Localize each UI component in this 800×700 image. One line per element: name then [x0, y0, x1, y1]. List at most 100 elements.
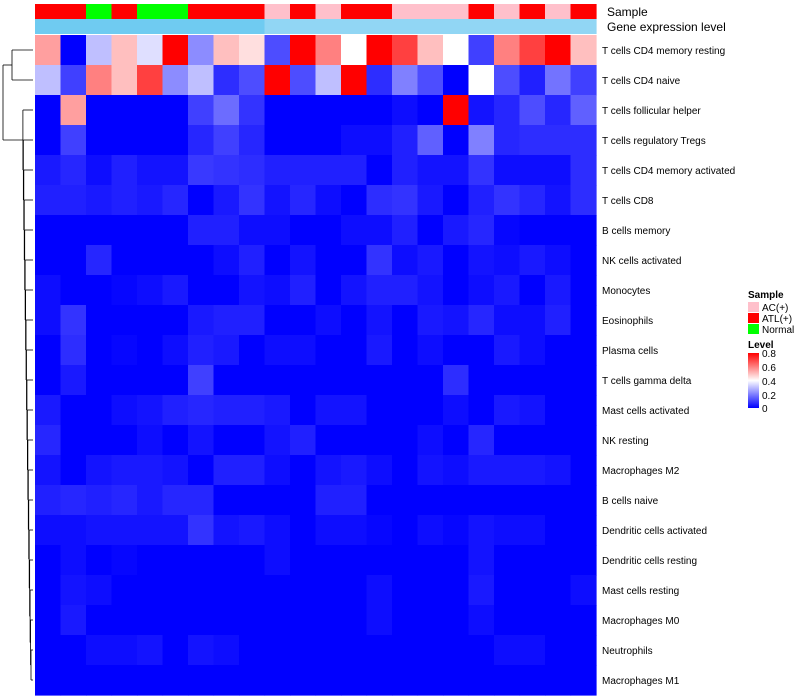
heatmap-cell-r17-c14	[366, 515, 393, 546]
heatmap-cell-r8-c16	[417, 245, 444, 276]
heatmap-cell-r2-c13	[341, 65, 368, 96]
heatmap-cell-r16-c8	[213, 485, 240, 516]
heatmap-cell-r16-c7	[188, 485, 215, 516]
heatmap-cell-r17-c15	[392, 515, 419, 546]
sample-annotation-cell-13	[341, 4, 368, 19]
gene-expression-annotation-cell-18	[468, 19, 495, 34]
heatmap-cell-r7-c6	[162, 215, 189, 246]
heatmap-cell-r14-c19	[494, 425, 521, 456]
gene-expression-annotation-cell-13	[341, 19, 368, 34]
heatmap-cell-r20-c11	[290, 605, 317, 636]
heatmap-cell-r20-c9	[239, 605, 266, 636]
heatmap-cell-r2-c22	[570, 65, 597, 96]
heatmap-cell-r18-c22	[570, 545, 597, 576]
heatmap-cell-r18-c7	[188, 545, 215, 576]
heatmap-cell-r9-c10	[264, 275, 291, 306]
row-label-12: T cells gamma delta	[602, 376, 692, 387]
heatmap-cell-r6-c4	[111, 185, 138, 216]
heatmap-cell-r3-c22	[570, 95, 597, 126]
heatmap-cell-r16-c4	[111, 485, 138, 516]
heatmap-cell-r18-c19	[494, 545, 521, 576]
heatmap-cell-r10-c5	[137, 305, 164, 336]
heatmap-cell-r19-c14	[366, 575, 393, 606]
heatmap-cell-r11-c4	[111, 335, 138, 366]
heatmap-cell-r2-c4	[111, 65, 138, 96]
heatmap-cell-r12-c14	[366, 365, 393, 396]
heatmap-cell-r21-c13	[341, 635, 368, 666]
heatmap-cell-r21-c3	[86, 635, 113, 666]
heatmap-cell-r10-c2	[60, 305, 87, 336]
heatmap-cell-r14-c4	[111, 425, 138, 456]
heatmap-cell-r18-c10	[264, 545, 291, 576]
heatmap-cell-r9-c16	[417, 275, 444, 306]
heatmap-cell-r15-c9	[239, 455, 266, 486]
heatmap-cell-r22-c16	[417, 665, 444, 696]
heatmap-cell-r4-c10	[264, 125, 291, 156]
heatmap-cell-r15-c4	[111, 455, 138, 486]
heatmap-cell-r9-c17	[443, 275, 470, 306]
heatmap-cell-r1-c2	[60, 35, 87, 66]
heatmap-cell-r1-c7	[188, 35, 215, 66]
heatmap-cell-r7-c2	[60, 215, 87, 246]
gene-expression-annotation-cell-11	[290, 19, 317, 34]
heatmap-cell-r5-c16	[417, 155, 444, 186]
heatmap-cell-r2-c10	[264, 65, 291, 96]
heatmap-cell-r13-c19	[494, 395, 521, 426]
row-label-1: T cells CD4 memory resting	[602, 46, 725, 57]
heatmap-cell-r1-c14	[366, 35, 393, 66]
heatmap-cell-r4-c5	[137, 125, 164, 156]
level-legend: Level 0.8 0.6 0.4 0.2 0	[748, 340, 776, 415]
heatmap-cell-r2-c2	[60, 65, 87, 96]
heatmap-cell-r16-c17	[443, 485, 470, 516]
heatmap-cell-r1-c12	[315, 35, 342, 66]
heatmap-cell-r11-c18	[468, 335, 495, 366]
heatmap-cell-r21-c17	[443, 635, 470, 666]
heatmap-cell-r7-c15	[392, 215, 419, 246]
heatmap-cell-r10-c8	[213, 305, 240, 336]
heatmap-cell-r15-c22	[570, 455, 597, 486]
row-label-20: Macrophages M0	[602, 616, 680, 627]
heatmap-cell-r2-c7	[188, 65, 215, 96]
heatmap-cell-r1-c15	[392, 35, 419, 66]
heatmap-cell-r11-c1	[35, 335, 62, 366]
heatmap-cell-r13-c8	[213, 395, 240, 426]
heatmap-cell-r4-c13	[341, 125, 368, 156]
heatmap-cell-r4-c1	[35, 125, 62, 156]
row-label-17: Dendritic cells activated	[602, 526, 707, 537]
heatmap-cell-r17-c19	[494, 515, 521, 546]
heatmap-cell-r13-c7	[188, 395, 215, 426]
heatmap-cell-r9-c8	[213, 275, 240, 306]
heatmap-cell-r1-c19	[494, 35, 521, 66]
heatmap-cell-r17-c16	[417, 515, 444, 546]
heatmap-cell-r9-c12	[315, 275, 342, 306]
heatmap-cell-r9-c21	[545, 275, 572, 306]
heatmap-cell-r20-c2	[60, 605, 87, 636]
heatmap-cell-r5-c20	[519, 155, 546, 186]
heatmap-cell-r11-c13	[341, 335, 368, 366]
heatmap-cell-r17-c10	[264, 515, 291, 546]
heatmap-cell-r1-c16	[417, 35, 444, 66]
heatmap-cell-r14-c3	[86, 425, 113, 456]
heatmap-cell-r21-c15	[392, 635, 419, 666]
heatmap-cell-r16-c5	[137, 485, 164, 516]
heatmap-cell-r9-c4	[111, 275, 138, 306]
gene-expression-annotation-cell-12	[315, 19, 342, 34]
heatmap-cell-r15-c16	[417, 455, 444, 486]
heatmap-cell-r3-c3	[86, 95, 113, 126]
heatmap-cell-r17-c12	[315, 515, 342, 546]
heatmap-cell-r15-c19	[494, 455, 521, 486]
heatmap-cell-r17-c9	[239, 515, 266, 546]
row-dendrogram	[2, 49, 33, 681]
heatmap-cell-r16-c9	[239, 485, 266, 516]
row-label-10: Eosinophils	[602, 316, 653, 327]
level-legend-tick-0.6: 0.6	[762, 363, 776, 374]
sample-annotation-cell-7	[188, 4, 215, 19]
sample-annotation-cell-4	[111, 4, 138, 19]
heatmap-cell-r18-c8	[213, 545, 240, 576]
heatmap-cell-r3-c11	[290, 95, 317, 126]
heatmap-cell-r9-c11	[290, 275, 317, 306]
heatmap-cell-r7-c19	[494, 215, 521, 246]
heatmap-cell-r14-c18	[468, 425, 495, 456]
sample-annotation-cell-1	[35, 4, 62, 19]
heatmap-cell-r3-c6	[162, 95, 189, 126]
